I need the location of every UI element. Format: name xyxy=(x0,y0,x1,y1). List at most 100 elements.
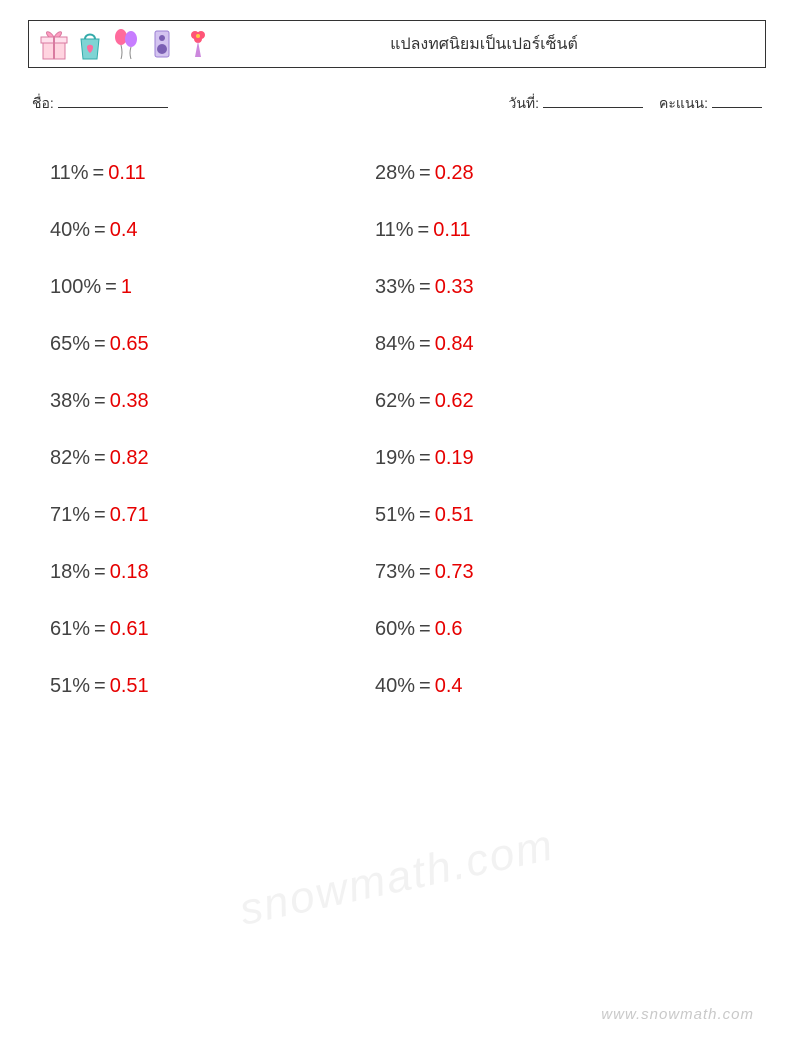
percent-value: 82% xyxy=(50,447,90,470)
percent-value: 18% xyxy=(50,561,90,584)
percent-value: 40% xyxy=(375,675,415,698)
percent-value: 28% xyxy=(375,162,415,185)
problem-row: 33% = 0.33 xyxy=(375,259,700,316)
answer-value: 0.62 xyxy=(435,390,474,413)
problem-row: 28% = 0.28 xyxy=(375,145,700,202)
equals-sign: = xyxy=(419,390,431,413)
answer-value: 0.11 xyxy=(433,219,470,242)
percent-value: 65% xyxy=(50,333,90,356)
percent-value: 19% xyxy=(375,447,415,470)
equals-sign: = xyxy=(105,276,117,299)
percent-value: 33% xyxy=(375,276,415,299)
answer-value: 0.33 xyxy=(435,276,474,299)
answer-value: 0.61 xyxy=(110,618,149,641)
equals-sign: = xyxy=(94,504,106,527)
equals-sign: = xyxy=(419,504,431,527)
percent-value: 51% xyxy=(50,675,90,698)
problem-row: 84% = 0.84 xyxy=(375,316,700,373)
date-label: วันที่: xyxy=(508,93,539,115)
percent-value: 40% xyxy=(50,219,90,242)
problems-grid: 11% = 0.1140% = 0.4100% = 165% = 0.6538%… xyxy=(28,145,766,715)
percent-value: 51% xyxy=(375,504,415,527)
equals-sign: = xyxy=(94,333,106,356)
answer-value: 1 xyxy=(121,276,132,299)
answer-value: 0.71 xyxy=(110,504,149,527)
problem-row: 60% = 0.6 xyxy=(375,601,700,658)
percent-value: 84% xyxy=(375,333,415,356)
problem-row: 82% = 0.82 xyxy=(50,430,375,487)
equals-sign: = xyxy=(94,561,106,584)
equals-sign: = xyxy=(419,276,431,299)
problem-row: 18% = 0.18 xyxy=(50,544,375,601)
answer-value: 0.6 xyxy=(435,618,463,641)
equals-sign: = xyxy=(419,447,431,470)
percent-value: 60% xyxy=(375,618,415,641)
answer-value: 0.51 xyxy=(110,675,149,698)
problem-row: 11% = 0.11 xyxy=(50,145,375,202)
header-box: แปลงทศนิยมเป็นเปอร์เซ็นต์ xyxy=(28,20,766,68)
answer-value: 0.28 xyxy=(435,162,474,185)
equals-sign: = xyxy=(94,675,106,698)
score-blank[interactable] xyxy=(712,92,762,108)
problem-row: 65% = 0.65 xyxy=(50,316,375,373)
problem-row: 19% = 0.19 xyxy=(375,430,700,487)
problem-row: 51% = 0.51 xyxy=(50,658,375,715)
title-wrap: แปลงทศนิยมเป็นเปอร์เซ็นต์ xyxy=(213,32,755,57)
percent-value: 11% xyxy=(375,219,414,242)
percent-value: 61% xyxy=(50,618,90,641)
answer-value: 0.84 xyxy=(435,333,474,356)
answer-value: 0.65 xyxy=(110,333,149,356)
header-icons xyxy=(39,27,213,61)
footer-url: www.snowmath.com xyxy=(601,1006,754,1023)
equals-sign: = xyxy=(94,219,106,242)
info-row: ชื่อ: วันที่: คะแนน: xyxy=(28,92,766,115)
percent-value: 100% xyxy=(50,276,101,299)
date-blank[interactable] xyxy=(543,92,643,108)
info-right: วันที่: คะแนน: xyxy=(508,92,762,115)
problem-row: 100% = 1 xyxy=(50,259,375,316)
equals-sign: = xyxy=(94,447,106,470)
answer-value: 0.4 xyxy=(435,675,463,698)
name-blank[interactable] xyxy=(58,92,168,108)
flower-icon xyxy=(183,27,213,61)
right-column: 28% = 0.2811% = 0.1133% = 0.3384% = 0.84… xyxy=(375,145,700,715)
problem-row: 40% = 0.4 xyxy=(375,658,700,715)
answer-value: 0.82 xyxy=(110,447,149,470)
problem-row: 40% = 0.4 xyxy=(50,202,375,259)
answer-value: 0.11 xyxy=(108,162,145,185)
equals-sign: = xyxy=(94,390,106,413)
answer-value: 0.18 xyxy=(110,561,149,584)
problem-row: 62% = 0.62 xyxy=(375,373,700,430)
equals-sign: = xyxy=(419,618,431,641)
equals-sign: = xyxy=(94,618,106,641)
equals-sign: = xyxy=(419,675,431,698)
percent-value: 11% xyxy=(50,162,89,185)
percent-value: 62% xyxy=(375,390,415,413)
percent-value: 38% xyxy=(50,390,90,413)
answer-value: 0.19 xyxy=(435,447,474,470)
answer-value: 0.51 xyxy=(435,504,474,527)
problem-row: 38% = 0.38 xyxy=(50,373,375,430)
problem-row: 11% = 0.11 xyxy=(375,202,700,259)
answer-value: 0.38 xyxy=(110,390,149,413)
problem-row: 61% = 0.61 xyxy=(50,601,375,658)
problem-row: 73% = 0.73 xyxy=(375,544,700,601)
equals-sign: = xyxy=(419,333,431,356)
percent-value: 73% xyxy=(375,561,415,584)
watermark: snowmath.com xyxy=(235,820,558,935)
worksheet-title: แปลงทศนิยมเป็นเปอร์เซ็นต์ xyxy=(390,36,578,53)
equals-sign: = xyxy=(93,162,105,185)
bag-icon xyxy=(75,27,105,61)
info-left: ชื่อ: xyxy=(32,92,168,115)
equals-sign: = xyxy=(419,162,431,185)
problem-row: 71% = 0.71 xyxy=(50,487,375,544)
percent-value: 71% xyxy=(50,504,90,527)
name-label: ชื่อ: xyxy=(32,93,54,115)
left-column: 11% = 0.1140% = 0.4100% = 165% = 0.6538%… xyxy=(50,145,375,715)
balloons-icon xyxy=(111,27,141,61)
worksheet-page: แปลงทศนิยมเป็นเปอร์เซ็นต์ ชื่อ: วันที่: … xyxy=(0,0,794,1053)
speaker-icon xyxy=(147,27,177,61)
answer-value: 0.4 xyxy=(110,219,138,242)
answer-value: 0.73 xyxy=(435,561,474,584)
gift-icon xyxy=(39,27,69,61)
